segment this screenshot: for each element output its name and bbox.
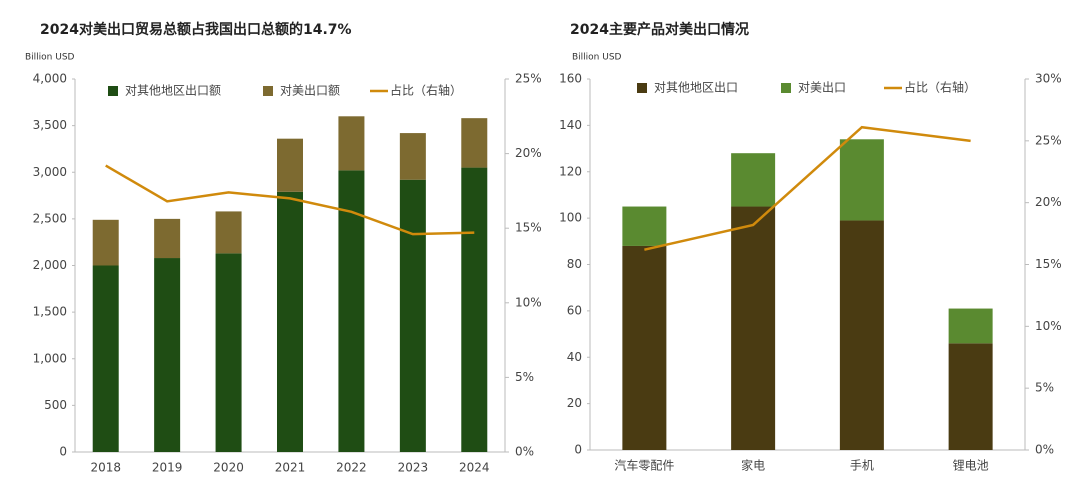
bar: [92, 265, 119, 452]
line-series: [105, 164, 475, 236]
y-tick-label: 3,000: [33, 165, 67, 179]
x-tick-label: 2021: [275, 461, 306, 475]
y-tick-label: 1,500: [33, 305, 67, 319]
legend-swatch: [108, 86, 118, 96]
y2-tick-label: 25%: [515, 72, 542, 86]
y2-tick-label: 10%: [1035, 319, 1062, 333]
y-tick-label: 140: [559, 118, 582, 132]
bar: [622, 206, 667, 246]
y-tick-label: 0: [574, 443, 582, 457]
y2-tick-label: 15%: [515, 221, 542, 235]
legend-label: 对美出口: [798, 81, 846, 95]
y-tick-label: 160: [559, 72, 582, 86]
x-tick-label: 2024: [459, 461, 490, 475]
y-tick-label: 2,000: [33, 258, 67, 272]
legend-label: 对美出口额: [280, 84, 340, 98]
line-series: [644, 125, 971, 251]
bar: [92, 219, 119, 266]
bar: [399, 179, 426, 452]
y2-tick-label: 15%: [1035, 257, 1062, 271]
y-tick-label: 20: [567, 396, 582, 410]
y2-tick-label: 20%: [1035, 195, 1062, 209]
y-tick-label: 3,500: [33, 118, 67, 132]
x-tick-label: 2018: [90, 461, 121, 475]
bar: [461, 118, 488, 168]
bar: [154, 218, 181, 259]
bar: [622, 245, 667, 450]
bar: [948, 308, 993, 344]
y2-tick-label: 20%: [515, 146, 542, 160]
y-tick-label: 4,000: [33, 72, 67, 86]
y-tick-label: 60: [567, 303, 582, 317]
x-tick-label: 汽车零配件: [614, 458, 674, 473]
bar: [399, 133, 426, 180]
x-tick-label: 手机: [850, 459, 874, 473]
bar: [948, 343, 993, 450]
legend-label: 对其他地区出口额: [125, 84, 221, 98]
y2-tick-label: 5%: [515, 370, 534, 384]
bar: [215, 253, 242, 452]
y2-tick-label: 25%: [1035, 133, 1062, 147]
bar: [338, 116, 365, 171]
bar: [731, 153, 776, 207]
bar: [215, 211, 242, 254]
y2-tick-label: 0%: [1035, 443, 1054, 457]
chart-title: 2024主要产品对美出口情况: [570, 21, 749, 38]
bar: [154, 258, 181, 452]
legend-swatch: [781, 83, 791, 93]
y-tick-label: 0: [59, 445, 67, 459]
x-tick-label: 2022: [336, 461, 367, 475]
y-tick-label: 2,500: [33, 211, 67, 225]
y-tick-label: 1,000: [33, 351, 67, 365]
y2-tick-label: 10%: [515, 295, 542, 309]
y2-tick-label: 5%: [1035, 381, 1054, 395]
bar: [839, 220, 884, 450]
bar: [731, 206, 776, 450]
x-tick-label: 锂电池: [953, 458, 989, 473]
x-tick-label: 家电: [741, 458, 765, 473]
legend-swatch: [637, 83, 647, 93]
y-tick-label: 120: [559, 164, 582, 178]
bar: [277, 138, 303, 192]
x-tick-label: 2019: [152, 461, 183, 475]
y-tick-label: 40: [567, 350, 582, 364]
legend-label: 占比（右轴）: [390, 83, 462, 98]
x-tick-label: 2023: [398, 461, 429, 475]
legend-label: 占比（右轴）: [904, 80, 976, 95]
y-tick-label: 500: [44, 398, 67, 412]
x-tick-label: 2020: [213, 461, 244, 475]
legend-label: 对其他地区出口: [654, 81, 738, 95]
y-axis-label: Billion USD: [572, 53, 622, 63]
bar: [839, 139, 884, 221]
y-axis-label: Billion USD: [25, 53, 75, 63]
y2-tick-label: 0%: [515, 445, 534, 459]
chart-title: 2024对美出口贸易总额占我国出口总额的14.7%: [40, 21, 352, 38]
bar: [277, 191, 303, 452]
legend-swatch: [263, 86, 273, 96]
bar: [338, 170, 365, 452]
bar: [461, 167, 488, 452]
y-tick-label: 100: [559, 211, 582, 225]
y2-tick-label: 30%: [1035, 72, 1062, 86]
y-tick-label: 80: [567, 257, 582, 271]
